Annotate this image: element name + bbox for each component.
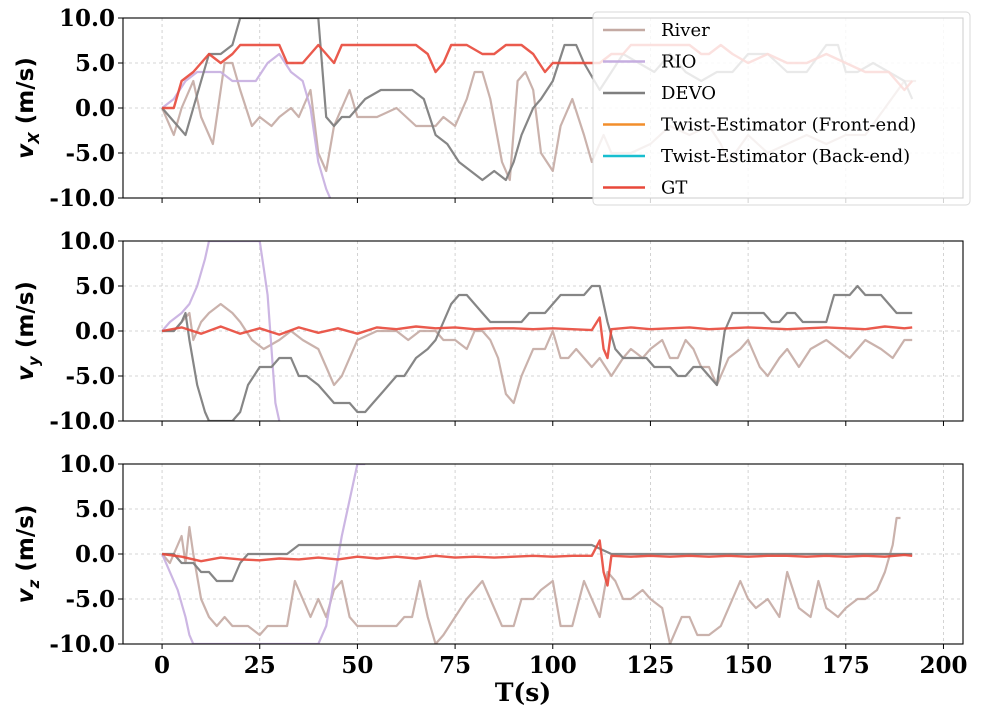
y-tick-label: 0.0 — [75, 95, 115, 122]
legend-entry-label: RIO — [661, 52, 696, 73]
series-line-rio — [161, 464, 366, 644]
y-axis-label-unit: (m/s) — [13, 57, 39, 132]
series-group — [161, 464, 913, 644]
y-axis-label-var: v — [13, 143, 39, 159]
x-tick-label: 175 — [822, 652, 870, 679]
x-tick-label: 75 — [439, 652, 471, 679]
x-tick-label: 125 — [626, 652, 674, 679]
y-tick-label: 0.0 — [75, 541, 115, 568]
panel-3: 10.0 5.0 0.0 -5.0 -10.0 0 25 50 75 100 125 150 175 20… — [13, 451, 967, 679]
series-line-gt — [161, 316, 913, 360]
y-axis-label-unit: (m/s) — [13, 281, 39, 356]
y-tick-label: 5.0 — [75, 273, 115, 300]
y-tick-label: 10.0 — [59, 451, 115, 478]
y-axis-label-sub: z — [25, 579, 43, 589]
legend-entry-label: River — [661, 20, 710, 41]
series-line-river — [161, 516, 901, 644]
x-tick-label: 200 — [919, 652, 967, 679]
x-axis-label: T(s) — [495, 678, 551, 707]
y-tick-label: 5.0 — [75, 496, 115, 523]
y-tick-label: -5.0 — [65, 140, 115, 167]
series-line-rio — [161, 241, 281, 421]
legend-entry-label: GT — [661, 178, 687, 199]
series-group — [161, 241, 913, 421]
series-line-devo — [162, 543, 913, 583]
y-axis-label-sub: X — [25, 131, 43, 145]
y-tick-label: -5.0 — [65, 586, 115, 613]
y-tick-label: 10.0 — [59, 228, 115, 255]
x-tick-label: 25 — [244, 652, 276, 679]
y-axis-label-unit: (m/s) — [13, 505, 39, 580]
y-tick-label: 5.0 — [75, 50, 115, 77]
legend-entry-label: DEVO — [661, 83, 716, 104]
legend-entry-label: Twist-Estimator (Back-end) — [661, 146, 910, 167]
x-tick-label: 150 — [724, 652, 772, 679]
series-line-devo — [162, 284, 913, 421]
x-tick-label: 0 — [154, 652, 170, 679]
y-axis-label-var: v — [13, 587, 39, 603]
panel-2: 10.05.00.0-5.0-10.0vy (m/s) — [13, 228, 964, 435]
x-tick-label: 100 — [529, 652, 577, 679]
y-axis-label-var: v — [13, 365, 39, 381]
y-axis-label-sub: y — [25, 355, 43, 366]
series-line-gt — [161, 539, 913, 587]
y-tick-label: -5.0 — [65, 363, 115, 390]
y-axis-label: vz (m/s) — [13, 505, 43, 604]
series-line-rio — [161, 52, 332, 198]
panel-1: 10.05.00.0-5.0-10.0vX (m/s) — [13, 5, 964, 212]
legend-entry-label: Twist-Estimator (Front-end) — [661, 115, 916, 136]
x-tick-label: 50 — [341, 652, 373, 679]
y-axis-label: vy (m/s) — [13, 281, 43, 381]
legend-box — [592, 11, 971, 206]
legend: River RIO DEVO Twist-Estimator (Front-end) T… — [592, 11, 971, 206]
y-tick-label: -10.0 — [49, 408, 115, 435]
y-tick-label: 0.0 — [75, 318, 115, 345]
y-axis-label: vX (m/s) — [13, 57, 43, 159]
y-tick-label: 10.0 — [59, 5, 115, 32]
y-tick-label: -10.0 — [49, 185, 115, 212]
series-line-river — [162, 302, 913, 405]
y-tick-label: -10.0 — [49, 631, 115, 658]
